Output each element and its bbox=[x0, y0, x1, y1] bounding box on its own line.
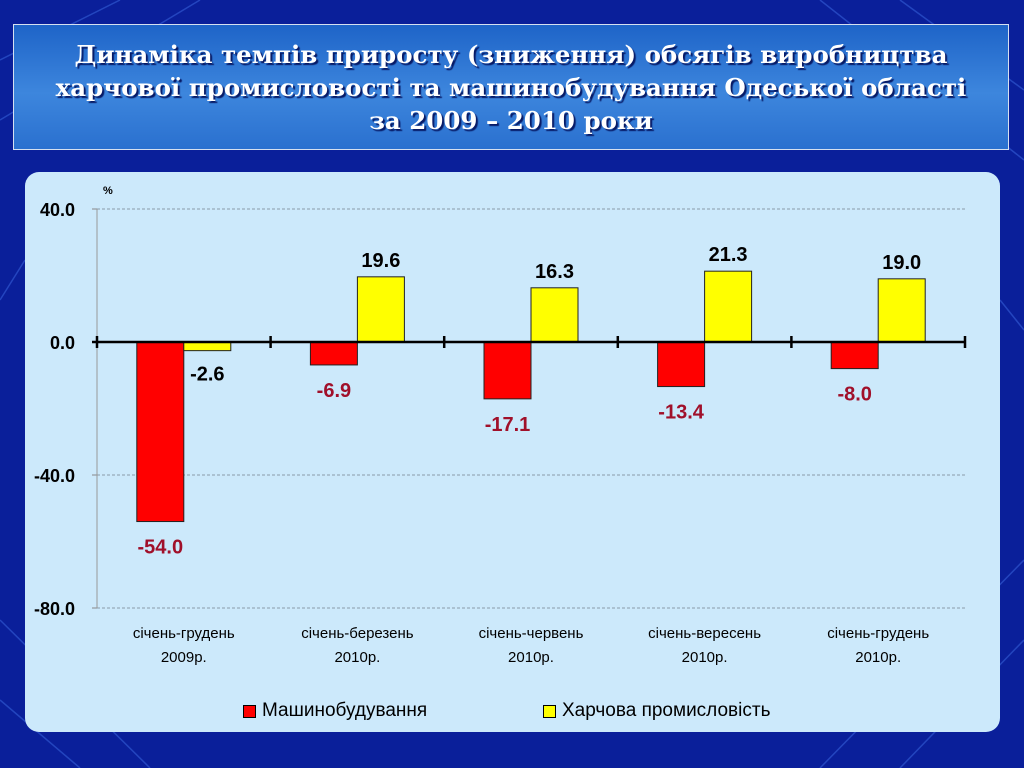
slide-title: Динаміка темпів приросту (зниження) обся… bbox=[56, 38, 967, 137]
chart-legend: Машинобудування Харчова промисловість bbox=[25, 700, 1000, 726]
bar-machinery bbox=[657, 341, 706, 388]
title-line: за 2009 – 2010 роки bbox=[369, 105, 653, 135]
bar-machinery bbox=[309, 341, 358, 366]
legend-item-food: Харчова промисловість bbox=[543, 700, 770, 722]
bar-chart: 40.0 0.0 -40.0 -80.0% -54.0 -2.6 -6.9 19.6 -17.1… bbox=[34, 185, 967, 666]
x-category-label: 2010р. bbox=[508, 649, 554, 666]
bar-machinery bbox=[483, 341, 532, 400]
bar-food bbox=[877, 278, 926, 343]
data-label: 21.3 bbox=[709, 244, 748, 266]
data-label: -54.0 bbox=[138, 537, 184, 559]
data-label: -6.9 bbox=[317, 380, 351, 402]
data-label: 19.0 bbox=[882, 252, 921, 274]
legend-item-machinery: Машинобудування bbox=[243, 700, 427, 722]
bar-food bbox=[704, 270, 753, 343]
bar-food bbox=[530, 287, 579, 343]
data-label: 16.3 bbox=[535, 261, 574, 283]
bar-food bbox=[356, 276, 405, 343]
data-label: -8.0 bbox=[837, 384, 871, 406]
title-banner: Динаміка темпів приросту (зниження) обся… bbox=[13, 24, 1009, 150]
y-tick-label: 40.0 bbox=[40, 200, 75, 220]
y-tick-label: -80.0 bbox=[34, 599, 75, 619]
x-category-label: січень-березень bbox=[301, 625, 414, 642]
data-label: -13.4 bbox=[658, 402, 704, 424]
x-category-label: 2009р. bbox=[161, 649, 207, 666]
x-category-label: 2010р. bbox=[334, 649, 380, 666]
bar-food bbox=[183, 341, 232, 352]
y-tick-label: 0.0 bbox=[50, 333, 75, 353]
data-label: 19.6 bbox=[361, 250, 400, 272]
legend-swatch-machinery bbox=[243, 704, 256, 718]
y-unit-label: % bbox=[103, 185, 113, 197]
legend-label: Харчова промисловість bbox=[562, 700, 771, 721]
x-category-label: січень-вересень bbox=[648, 625, 761, 642]
x-category-label: січень-червень bbox=[479, 625, 584, 642]
x-category-label: 2010р. bbox=[855, 649, 901, 666]
data-label: -2.6 bbox=[190, 364, 224, 386]
chart-panel: 40.0 0.0 -40.0 -80.0% -54.0 -2.6 -6.9 19.6 -17.1… bbox=[25, 172, 1000, 732]
bar-machinery bbox=[830, 341, 879, 370]
title-line: харчової промисловості та машинобудуванн… bbox=[55, 72, 967, 102]
x-category-label: січень-грудень bbox=[827, 625, 929, 642]
y-tick-label: -40.0 bbox=[34, 466, 75, 486]
legend-swatch-food bbox=[543, 704, 556, 718]
x-category-label: січень-грудень bbox=[133, 625, 235, 642]
x-category-label: 2010р. bbox=[682, 649, 728, 666]
legend-label: Машинобудування bbox=[262, 700, 428, 721]
data-label: -17.1 bbox=[485, 414, 531, 436]
title-line: Динаміка темпів приросту (зниження) обся… bbox=[74, 39, 948, 69]
bar-machinery bbox=[136, 341, 185, 523]
